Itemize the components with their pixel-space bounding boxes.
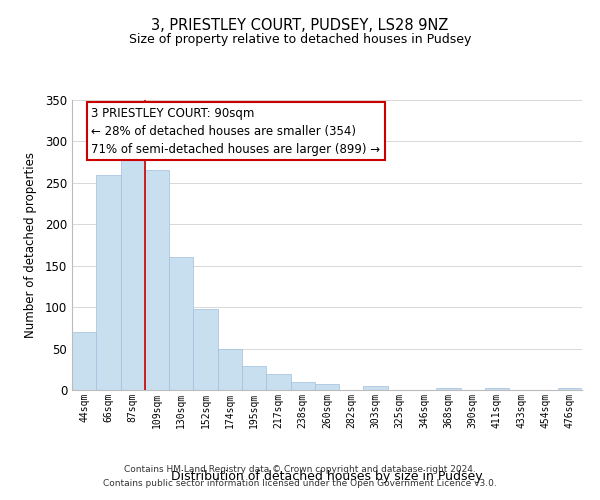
Bar	[72, 332, 96, 390]
Bar	[193, 309, 218, 390]
Bar	[558, 388, 582, 390]
X-axis label: Distribution of detached houses by size in Pudsey: Distribution of detached houses by size …	[171, 470, 483, 482]
Bar	[218, 350, 242, 390]
Text: Contains HM Land Registry data © Crown copyright and database right 2024.
Contai: Contains HM Land Registry data © Crown c…	[103, 466, 497, 487]
Bar	[290, 382, 315, 390]
Bar	[315, 384, 339, 390]
Text: Size of property relative to detached houses in Pudsey: Size of property relative to detached ho…	[129, 32, 471, 46]
Bar	[169, 258, 193, 390]
Bar	[436, 388, 461, 390]
Bar	[266, 374, 290, 390]
Bar	[364, 386, 388, 390]
Y-axis label: Number of detached properties: Number of detached properties	[23, 152, 37, 338]
Bar	[145, 170, 169, 390]
Bar	[121, 146, 145, 390]
Bar	[96, 174, 121, 390]
Text: 3, PRIESTLEY COURT, PUDSEY, LS28 9NZ: 3, PRIESTLEY COURT, PUDSEY, LS28 9NZ	[151, 18, 449, 32]
Text: 3 PRIESTLEY COURT: 90sqm
← 28% of detached houses are smaller (354)
71% of semi-: 3 PRIESTLEY COURT: 90sqm ← 28% of detach…	[91, 106, 380, 156]
Bar	[485, 388, 509, 390]
Bar	[242, 366, 266, 390]
